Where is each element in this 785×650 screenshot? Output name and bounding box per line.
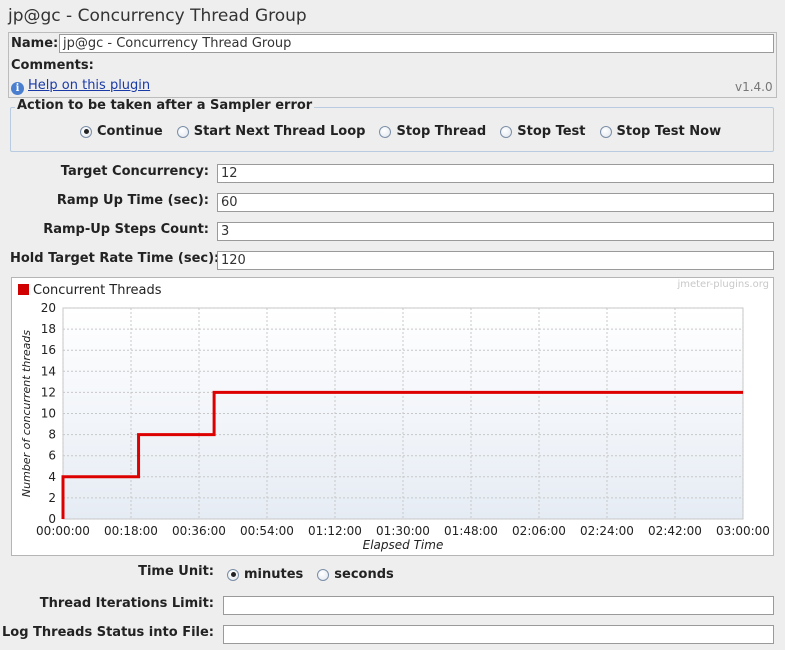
x-tick-label: 03:00:00 [716,524,770,538]
radio-label: Stop Thread [396,124,487,139]
panel-title: jp@gc - Concurrency Thread Group [8,6,307,26]
x-tick-label: 01:48:00 [444,524,498,538]
x-tick-label: 01:30:00 [376,524,430,538]
sampler-option-stop-test-now[interactable]: Stop Test Now [599,124,722,139]
log-threads-input[interactable] [223,625,774,644]
legend-label: Concurrent Threads [33,283,162,298]
time-unit-option-seconds[interactable]: seconds [317,567,394,582]
y-tick-label: 10 [41,407,56,421]
sampler-error-legend: Action to be taken after a Sampler error [15,98,315,113]
ramp-up-steps-input[interactable]: 3 [217,222,774,241]
log-threads-label: Log Threads Status into File: [1,625,214,640]
ramp-up-time-input[interactable]: 60 [217,193,774,212]
hold-time-input[interactable]: 120 [217,251,774,270]
help-link[interactable]: Help on this plugin [28,78,151,93]
y-axis-label: Number of concurrent threads [20,330,33,497]
chart-legend: Concurrent Threads [18,283,162,298]
radio-label: Continue [97,124,163,139]
sampler-error-options: Continue Start Next Thread Loop Stop Threa… [80,124,735,139]
y-tick-label: 8 [48,428,56,442]
radio-button[interactable] [379,125,392,138]
iterations-limit-input[interactable] [223,596,774,615]
sampler-error-fieldset [10,107,774,152]
hold-time-label: Hold Target Rate Time (sec): [10,251,220,266]
radio-button[interactable] [227,568,239,581]
name-input[interactable]: jp@gc - Concurrency Thread Group [59,34,774,53]
plugin-version: v1.4.0 [735,80,773,94]
time-unit-option-minutes[interactable]: minutes [227,567,303,582]
sampler-option-stop-thread[interactable]: Stop Thread [379,124,486,139]
comments-label: Comments: [11,58,94,73]
y-tick-label: 14 [41,364,56,378]
x-tick-label: 02:06:00 [512,524,566,538]
x-tick-label: 00:18:00 [104,524,158,538]
y-tick-label: 2 [48,491,56,505]
target-concurrency-label: Target Concurrency: [60,164,209,179]
ramp-up-steps-label: Ramp-Up Steps Count: [43,222,209,237]
y-tick-label: 16 [41,343,56,357]
x-tick-label: 02:24:00 [580,524,634,538]
radio-button[interactable] [599,125,612,138]
ramp-up-time-label: Ramp Up Time (sec): [56,193,209,208]
y-tick-label: 6 [48,449,56,463]
radio-label: Start Next Thread Loop [193,124,366,139]
info-icon: i [11,82,24,95]
iterations-limit-label: Thread Iterations Limit: [39,596,214,611]
radio-button[interactable] [317,568,330,581]
help-link-row[interactable]: i Help on this plugin [11,78,150,95]
x-tick-label: 00:00:00 [36,524,90,538]
target-concurrency-input[interactable]: 12 [217,164,774,183]
x-axis-label: Elapsed Time [363,538,444,552]
radio-button[interactable] [500,125,513,138]
x-tick-label: 00:54:00 [240,524,294,538]
sampler-option-stop-test[interactable]: Stop Test [500,124,586,139]
radio-label: seconds [334,567,394,582]
radio-button[interactable] [176,125,189,138]
y-tick-label: 18 [41,322,56,336]
chart-watermark: jmeter-plugins.org [677,279,769,290]
time-unit-label: Time Unit: [138,564,214,579]
radio-label: Stop Test Now [616,124,722,139]
y-tick-label: 12 [41,385,56,399]
x-tick-label: 00:36:00 [172,524,226,538]
radio-label: Stop Test [517,124,586,139]
x-tick-label: 01:12:00 [308,524,362,538]
chart-plot: 0 2 4 6 8 10 12 14 16 18 20 00:00:00 00:18:00 00:36:0… [20,301,770,552]
x-tick-label: 02:42:00 [648,524,702,538]
radio-label: minutes [244,567,304,582]
radio-button[interactable] [80,125,92,138]
legend-swatch [18,284,29,295]
y-tick-label: 0 [48,512,56,526]
sampler-option-start-next-thread-loop[interactable]: Start Next Thread Loop [176,124,366,139]
sampler-option-continue[interactable]: Continue [80,124,163,139]
y-tick-label: 20 [41,301,56,315]
name-label: Name: [11,36,59,51]
time-unit-options: minutes seconds [227,567,408,582]
y-tick-label: 4 [48,470,56,484]
